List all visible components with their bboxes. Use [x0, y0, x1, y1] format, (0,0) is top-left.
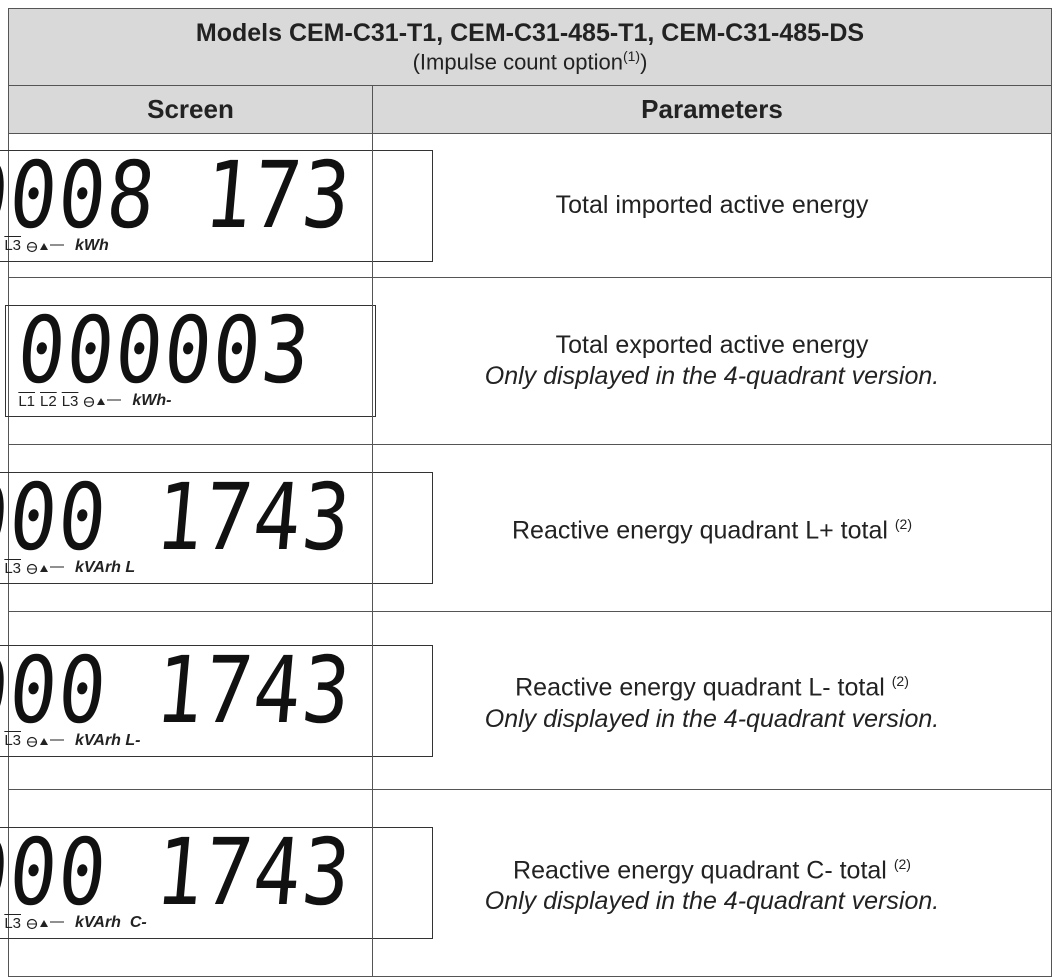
parameter-text: Total imported active energy [556, 191, 869, 219]
lcd-digits: 000 1743 [0, 832, 355, 914]
lcd-screen: 0008 173L1L2L3kWh [0, 150, 433, 262]
parameter: Reactive energy quadrant L- total (2) [515, 666, 909, 703]
document: Models CEM-C31-T1, CEM-C31-485-T1, CEM-C… [0, 0, 1060, 974]
parameter-note: Only displayed in the 4-quadrant version… [485, 886, 939, 917]
lcd-digits: 000003 [15, 310, 315, 392]
parameter-note: Only displayed in the 4-quadrant version… [485, 361, 939, 392]
parameter-cell: Total imported active energy [372, 133, 1052, 278]
screen-cell: 000 1743L1L2L3kVArh C- [8, 789, 373, 977]
lcd-screen: 000 1743L1L2L3kVArh L- [0, 645, 433, 757]
footnote-ref: (2) [894, 856, 911, 872]
parameter-cell: Reactive energy quadrant L+ total (2) [372, 444, 1052, 612]
subtitle-end: ) [640, 49, 647, 74]
parameter: Total imported active energy [556, 190, 869, 221]
parameter-cell: Reactive energy quadrant C- total (2)Onl… [372, 789, 1052, 977]
lcd-digits: 000 1743 [0, 477, 355, 559]
parameter: Reactive energy quadrant L+ total (2) [512, 509, 912, 546]
screen-cell: 000 1743L1L2L3kVArh L- [8, 611, 373, 790]
subtitle-text: (Impulse count option [413, 49, 623, 74]
lcd-screen: 000 1743L1L2L3kVArh C- [0, 827, 433, 939]
parameter-text: Reactive energy quadrant C- total [513, 856, 887, 884]
parameter-note: Only displayed in the 4-quadrant version… [485, 704, 939, 735]
footnote-ref: (2) [895, 516, 912, 532]
footnote-ref: (1) [623, 48, 640, 64]
screen-cell: 000 1743L1L2L3kVArh L [8, 444, 373, 612]
column-header: Screen [8, 85, 373, 134]
parameter: Reactive energy quadrant C- total (2) [513, 849, 911, 886]
footnote-ref: (2) [892, 673, 909, 689]
parameter-text: Total exported active energy [556, 331, 869, 359]
subtitle: (Impulse count option(1)) [413, 48, 648, 75]
parameter-cell: Reactive energy quadrant L- total (2)Onl… [372, 611, 1052, 790]
lcd-digits: 0008 173 [0, 155, 355, 237]
title: Models CEM-C31-T1, CEM-C31-485-T1, CEM-C… [196, 19, 864, 48]
column-header: Parameters [372, 85, 1052, 134]
lcd-digits: 000 1743 [0, 650, 355, 732]
parameter-text: Reactive energy quadrant L- total [515, 674, 885, 702]
lcd-screen: 000 1743L1L2L3kVArh L [0, 472, 433, 584]
screen-cell: 0008 173L1L2L3kWh [8, 133, 373, 278]
parameter-text: Reactive energy quadrant L+ total [512, 517, 888, 545]
parameter: Total exported active energy [556, 330, 869, 361]
table-header: Models CEM-C31-T1, CEM-C31-485-T1, CEM-C… [8, 8, 1052, 86]
